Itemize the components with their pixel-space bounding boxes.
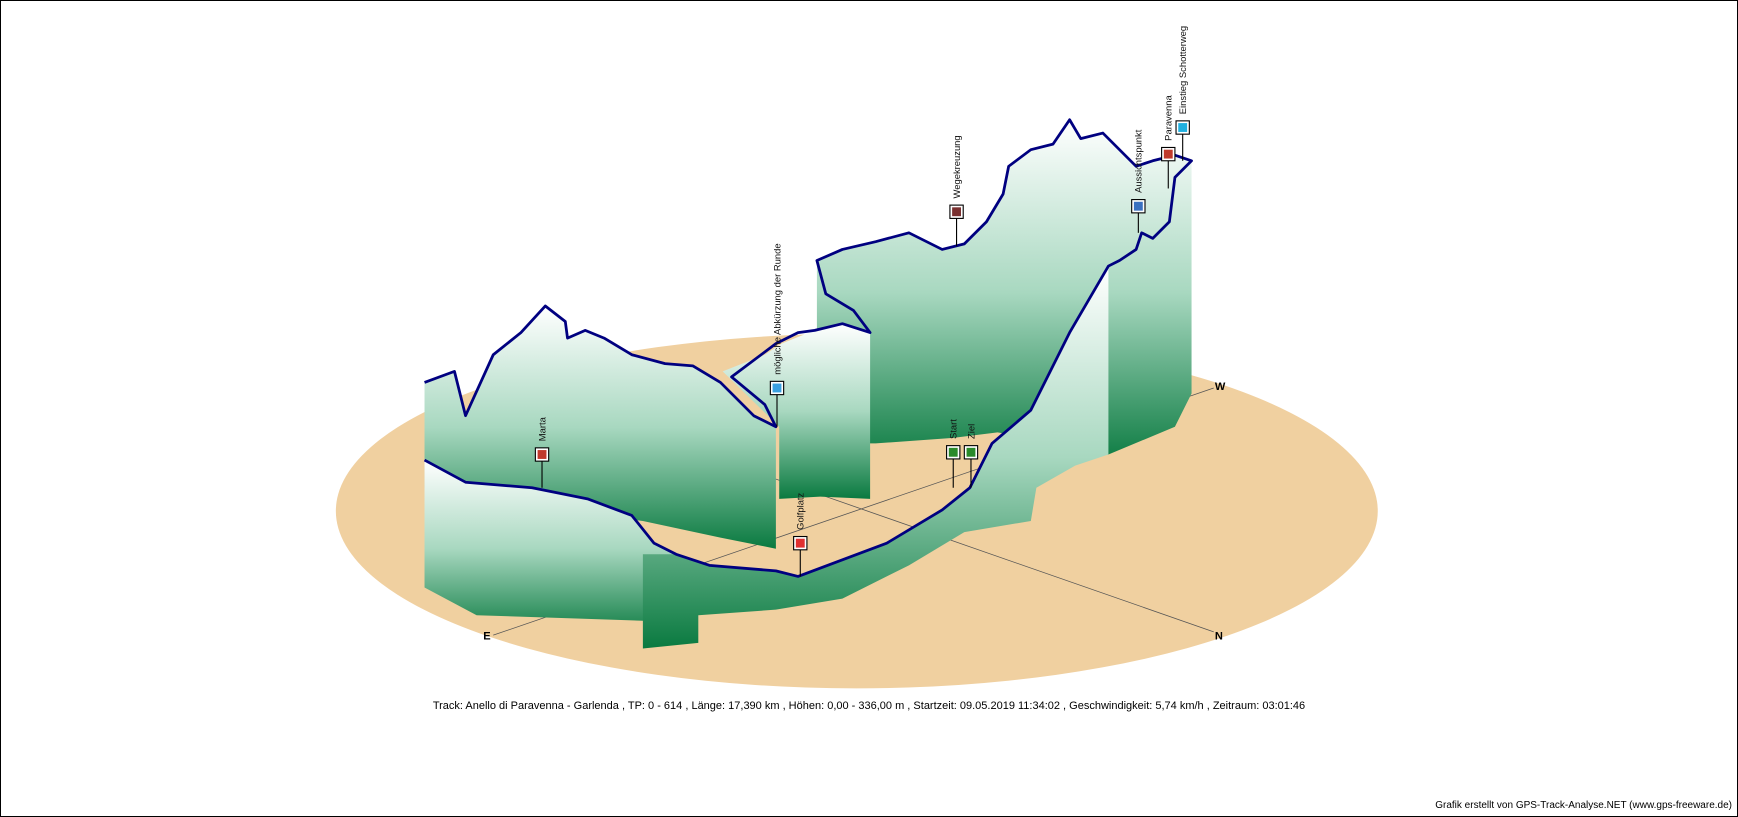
waypoint-label: Einstieg Schotterweg: [1177, 26, 1188, 114]
credit-text: Grafik erstellt von GPS-Track-Analyse.NE…: [1435, 800, 1732, 811]
elevation-wall-middle: [722, 323, 871, 499]
waypoint-paravenna[interactable]: Paravenna: [1161, 95, 1176, 189]
flag-icon: [948, 447, 958, 457]
waypoint-label: Ziel: [965, 424, 976, 439]
waypoint-aussichtspunkt[interactable]: Aussichtspunkt: [1131, 129, 1146, 233]
elevation-wall-left-front: [424, 460, 677, 638]
waypoint-label: Wegekreuzung: [951, 135, 962, 198]
track-line: [423, 118, 1193, 578]
waypoint-label: Paravenna: [1163, 95, 1174, 141]
info-icon: [1178, 123, 1188, 132]
compass-west: W: [1215, 381, 1226, 393]
waypoint-wegekreuzung[interactable]: Wegekreuzung: [949, 135, 964, 247]
waypoint-label: Golfplatz: [795, 492, 806, 529]
camera-icon: [1133, 201, 1143, 211]
waypoint-label: Aussichtspunkt: [1133, 129, 1144, 193]
waypoint-m-gliche-abk-rzung-der-runde[interactable]: mögliche Abkürzung der Runde: [769, 243, 785, 427]
compass-east: E: [483, 631, 490, 643]
waypoint-start[interactable]: Start: [946, 419, 961, 488]
house-icon: [537, 450, 547, 459]
waypoint-golfplatz[interactable]: Golfplatz: [793, 492, 808, 577]
waypoint-markers: Marta mögliche Abkürzung der Runde Golfpla…: [534, 26, 1190, 577]
golf-icon: [795, 538, 805, 548]
waypoint-einstieg-schotterweg[interactable]: Einstieg Schotterweg: [1175, 26, 1190, 161]
waypoint-label: mögliche Abkürzung der Runde: [771, 243, 782, 374]
elevation-wall-front: [642, 266, 1109, 649]
waypoint-ziel[interactable]: Ziel: [963, 424, 979, 488]
flag-icon: [966, 447, 976, 457]
info-sign-icon: [772, 383, 782, 393]
waypoint-label: Marta: [536, 416, 547, 441]
track-summary: Track: Anello di Paravenna - Garlenda , …: [432, 700, 1306, 712]
waypoint-marta[interactable]: Marta: [534, 416, 550, 488]
compass-north: N: [1215, 631, 1223, 643]
waypoint-label: Start: [948, 419, 959, 439]
house-icon: [1163, 149, 1173, 159]
signpost-icon: [952, 207, 961, 217]
